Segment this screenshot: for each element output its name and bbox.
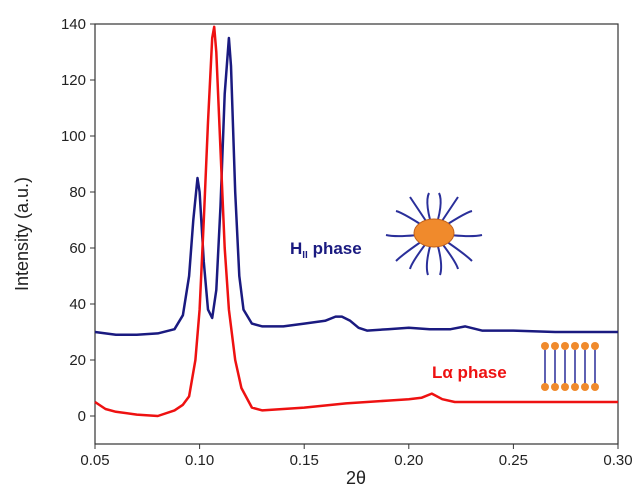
y-tick-label: 140 bbox=[61, 16, 86, 33]
y-tick-label: 40 bbox=[69, 296, 86, 313]
series-label-part: phase bbox=[308, 239, 362, 258]
micelle-icon bbox=[385, 192, 483, 276]
y-tick-label: 60 bbox=[69, 240, 86, 257]
x-tick-label: 0.20 bbox=[394, 452, 423, 469]
y-tick-label: 80 bbox=[69, 184, 86, 201]
x-tick-label: 0.15 bbox=[290, 452, 319, 469]
x-tick-label: 0.10 bbox=[185, 452, 214, 469]
series-label-part: II bbox=[302, 250, 308, 261]
y-axis-label: Intensity (a.u.) bbox=[12, 177, 32, 291]
series-label: HII phase bbox=[290, 239, 362, 261]
x-axis-label: 2θ bbox=[346, 468, 366, 488]
y-tick-label: 120 bbox=[61, 72, 86, 89]
x-tick-label: 0.30 bbox=[603, 452, 632, 469]
series-label-part: Lα phase bbox=[432, 363, 507, 382]
x-tick-label: 0.25 bbox=[499, 452, 528, 469]
y-tick-label: 100 bbox=[61, 128, 86, 145]
y-tick-label: 0 bbox=[78, 408, 86, 425]
series-label-part: H bbox=[290, 239, 302, 258]
series-line bbox=[94, 36, 618, 337]
plot-frame bbox=[94, 23, 619, 445]
x-tick-label: 0.05 bbox=[80, 452, 109, 469]
series-label: Lα phase bbox=[432, 363, 507, 382]
series-line bbox=[94, 25, 618, 418]
y-tick-label: 20 bbox=[69, 352, 86, 369]
bilayer-icon bbox=[541, 342, 599, 391]
